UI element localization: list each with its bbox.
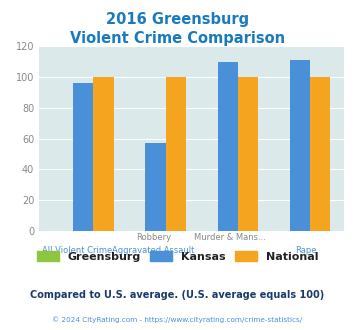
Text: Compared to U.S. average. (U.S. average equals 100): Compared to U.S. average. (U.S. average …	[31, 290, 324, 300]
Bar	[238, 77, 258, 231]
Text: Rape: Rape	[295, 246, 317, 255]
Text: 2016 Greensburg: 2016 Greensburg	[106, 12, 249, 26]
Text: Aggravated Assault: Aggravated Assault	[112, 246, 195, 255]
Bar	[166, 77, 186, 231]
Text: Murder & Mans...: Murder & Mans...	[194, 233, 266, 242]
Text: Violent Crime Comparison: Violent Crime Comparison	[70, 31, 285, 46]
Text: All Violent Crime: All Violent Crime	[42, 246, 112, 255]
Text: Robbery: Robbery	[136, 233, 171, 242]
Bar	[93, 77, 114, 231]
Bar	[73, 83, 93, 231]
Bar	[290, 60, 310, 231]
Legend: Greensburg, Kansas, National: Greensburg, Kansas, National	[32, 247, 323, 267]
Bar	[310, 77, 331, 231]
Bar	[218, 62, 238, 231]
Bar	[146, 143, 166, 231]
Text: © 2024 CityRating.com - https://www.cityrating.com/crime-statistics/: © 2024 CityRating.com - https://www.city…	[53, 317, 302, 323]
